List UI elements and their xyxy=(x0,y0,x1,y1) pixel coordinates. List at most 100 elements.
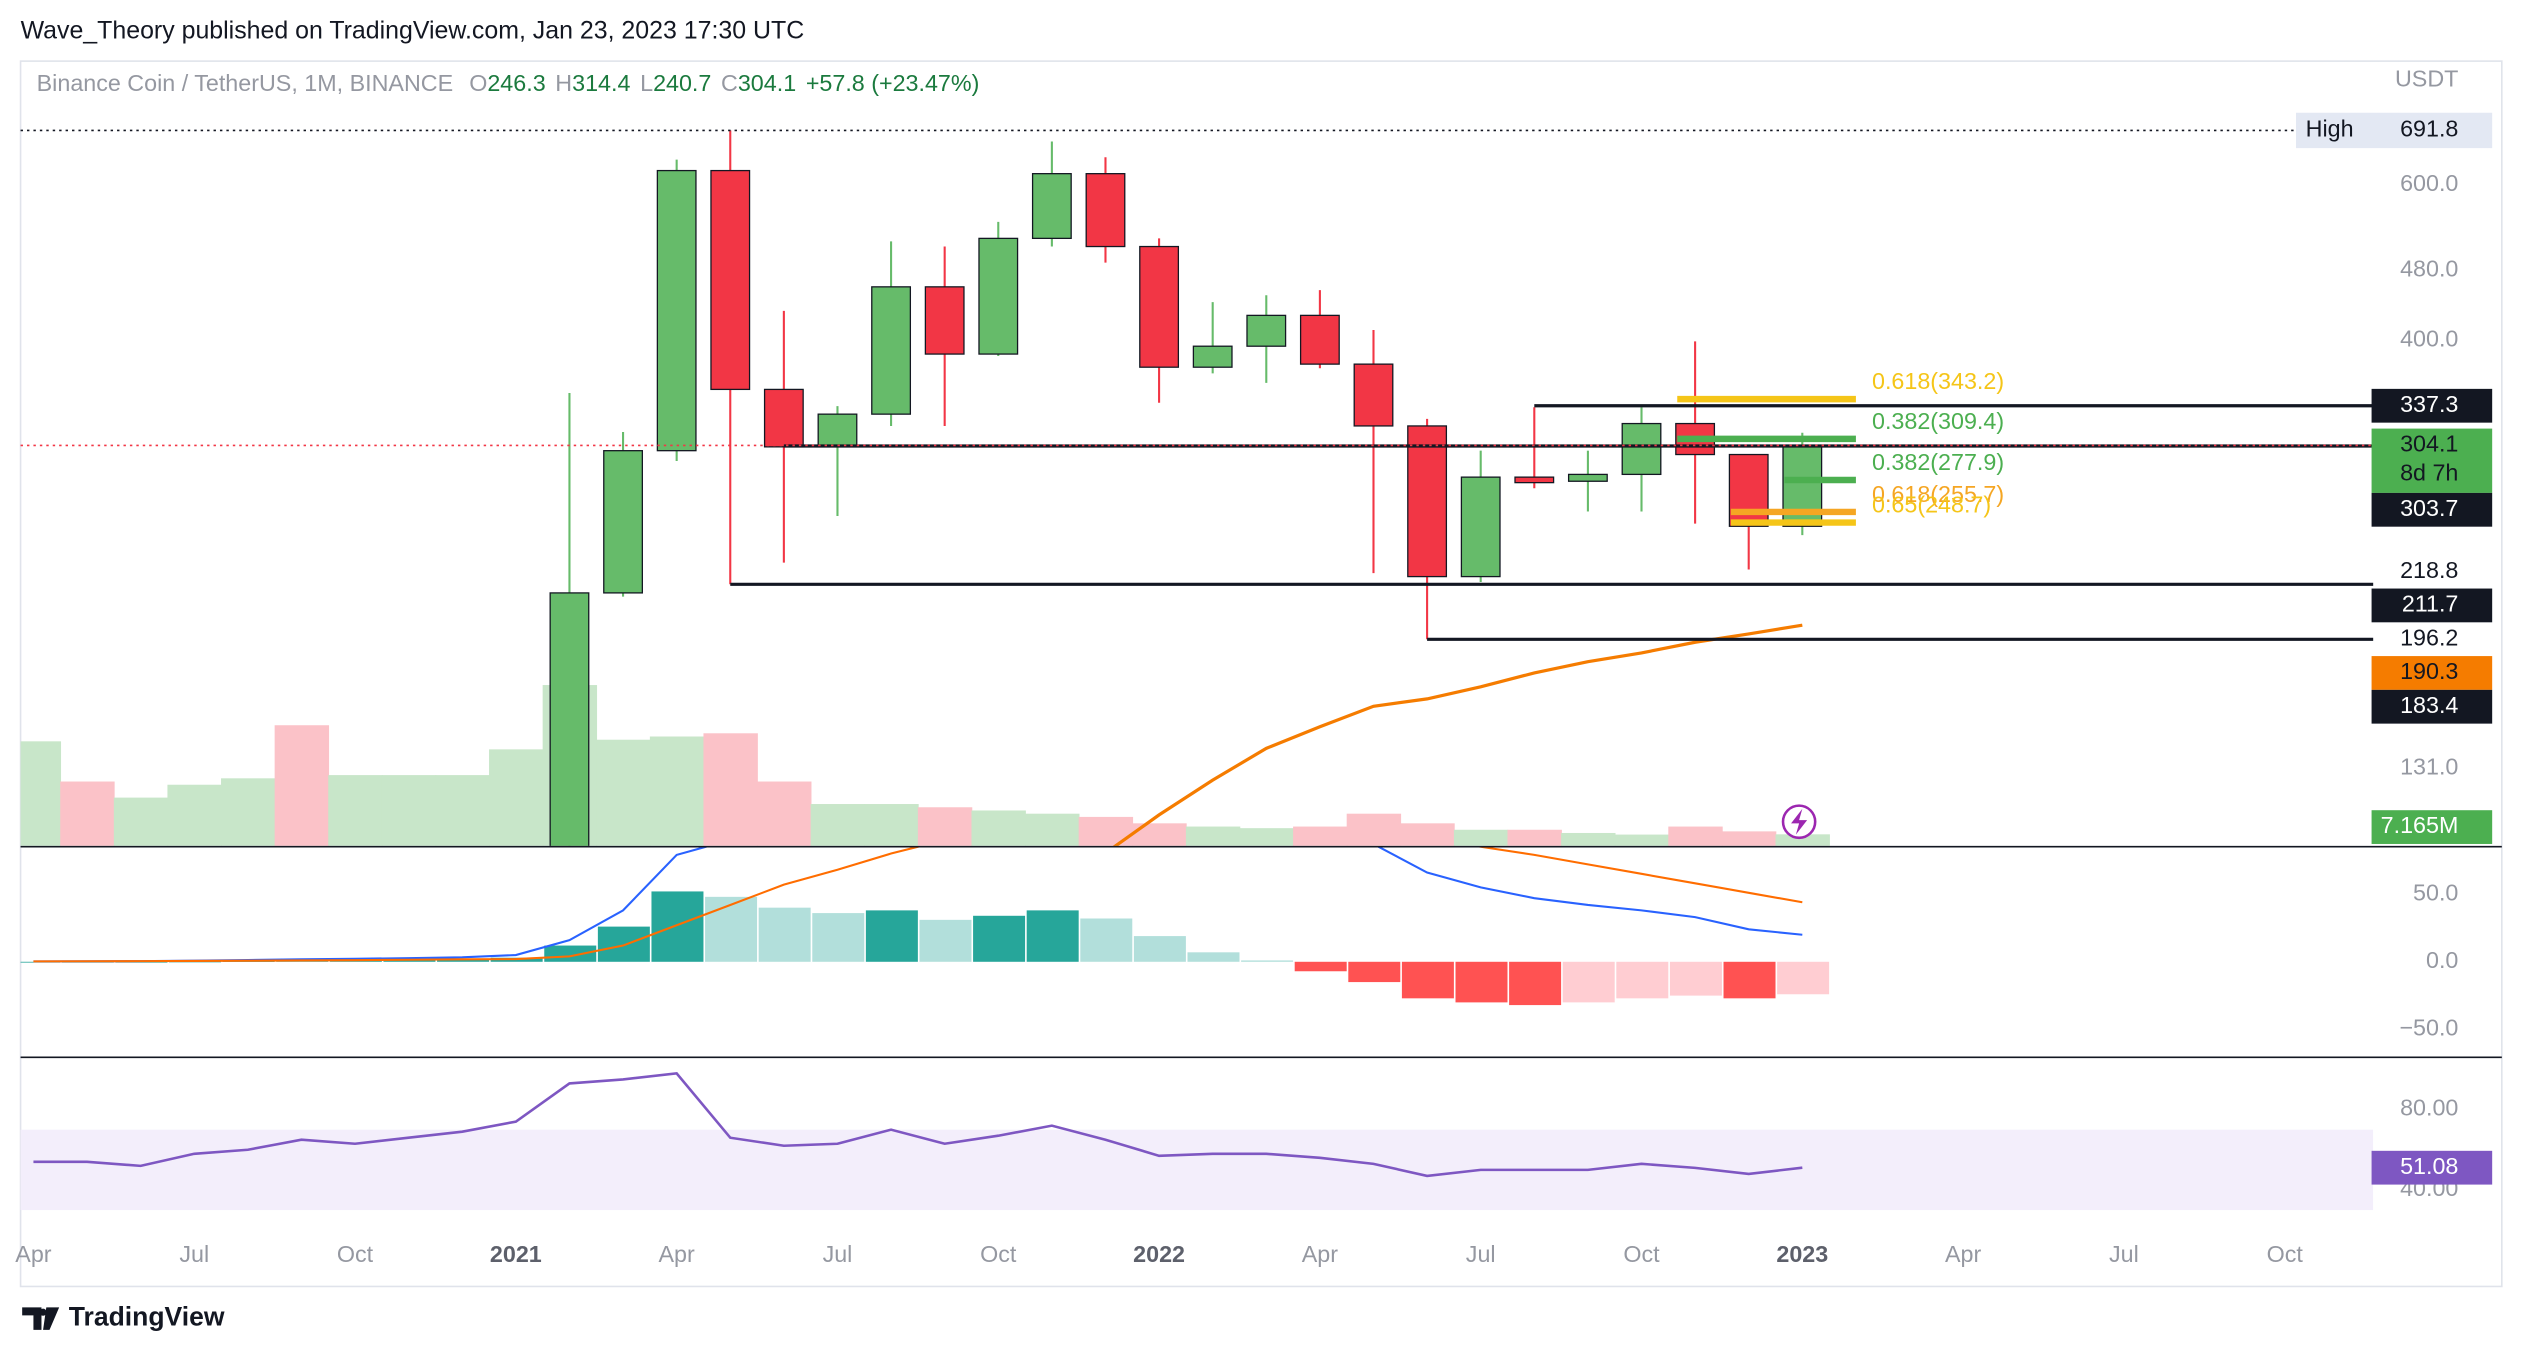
volume-bar xyxy=(1078,816,1134,846)
candle-body xyxy=(1728,453,1769,527)
x-tick-label: Apr xyxy=(659,1241,695,1267)
x-tick-label: Jul xyxy=(179,1241,209,1267)
legend-value: 304.1 xyxy=(738,70,796,96)
x-tick-label: 2023 xyxy=(1776,1241,1828,1267)
volume-bar xyxy=(381,775,437,846)
x-tick-label: Oct xyxy=(980,1241,1017,1267)
x-tick-label: Apr xyxy=(1302,1241,1338,1267)
candle-body xyxy=(1353,363,1394,427)
chart-frame xyxy=(19,60,2503,1288)
x-tick-label: Apr xyxy=(15,1241,51,1267)
macd-histogram-bar xyxy=(1777,961,1830,995)
candle-body xyxy=(1139,245,1180,368)
fib-label: 0.382(277.9) xyxy=(1872,449,2004,475)
high-label-box xyxy=(2295,112,2493,149)
volume-bar xyxy=(864,804,919,846)
candle-body xyxy=(871,286,912,415)
volume-bar xyxy=(810,804,866,846)
volume-bar xyxy=(60,781,115,846)
macd-tick-label: 50.0 xyxy=(2413,879,2458,905)
volume-bar xyxy=(917,807,973,846)
candle-body xyxy=(1621,422,1662,476)
rsi-band xyxy=(20,1129,2374,1211)
macd-histogram-bar xyxy=(437,959,490,962)
fib-label: 0.382(309.4) xyxy=(1872,408,2004,434)
volume-bar xyxy=(435,775,490,846)
candle-body xyxy=(603,450,643,594)
x-tick-label: Jul xyxy=(823,1241,853,1267)
volume-bar xyxy=(596,739,651,846)
price-label: 337.3 xyxy=(2400,391,2458,417)
volume-bar xyxy=(971,810,1026,846)
macd-histogram-bar xyxy=(1348,961,1401,983)
price-label: 218.8 xyxy=(2400,557,2458,583)
candle-body xyxy=(1567,473,1608,482)
candle-body xyxy=(817,413,858,448)
price-label: 196.2 xyxy=(2400,624,2458,650)
fib-label: 0.618(255.7) xyxy=(1872,481,2004,507)
volume-bar xyxy=(221,778,276,846)
volume-bar xyxy=(20,741,62,846)
volume-bar xyxy=(1400,823,1455,846)
signal-line xyxy=(33,847,1803,963)
macd-histogram-bar xyxy=(383,960,436,962)
price-label-box xyxy=(2371,428,2493,493)
y-tick-label: 480.0 xyxy=(2400,256,2458,282)
macd-line xyxy=(33,847,1803,963)
candle-body xyxy=(656,169,697,452)
volume-bar xyxy=(167,784,222,846)
legend-key: O xyxy=(469,70,487,96)
x-tick-label: Oct xyxy=(337,1241,374,1267)
legend-key: L xyxy=(640,70,653,96)
volume-bar xyxy=(1453,829,1509,846)
candle-body xyxy=(1407,425,1448,578)
volume-bar xyxy=(274,725,330,846)
x-tick-label: 2021 xyxy=(490,1241,542,1267)
volume-bar xyxy=(649,736,705,846)
macd-histogram-bar xyxy=(1723,961,1776,999)
volume-bar xyxy=(1132,823,1187,846)
candle-body xyxy=(710,169,751,391)
x-tick-label: Jul xyxy=(2109,1241,2139,1267)
legend: Binance Coin / TetherUS, 1M, BINANCE O246… xyxy=(37,70,980,96)
legend-value: 240.7 xyxy=(653,70,711,96)
legend-value: 314.4 xyxy=(572,70,630,96)
volume-bar xyxy=(1668,826,1723,846)
volume-bar xyxy=(1775,834,1830,846)
price-label-box xyxy=(2371,388,2493,423)
macd-histogram-bar xyxy=(1509,961,1562,1006)
volume-label: 7.165M xyxy=(2381,812,2459,838)
price-pane xyxy=(20,130,1830,846)
x-tick-label: Apr xyxy=(1945,1241,1981,1267)
fib-label: 0.65(248.7) xyxy=(1872,492,1991,518)
macd-histogram-bar xyxy=(812,913,865,962)
y-tick-label: 131.0 xyxy=(2400,753,2458,779)
volume-bar xyxy=(1025,813,1080,846)
rsi-line xyxy=(33,1072,1803,1178)
macd-histogram-bar xyxy=(1616,961,1669,999)
price-label: 190.3 xyxy=(2400,658,2458,684)
macd-histogram-bar xyxy=(544,945,597,962)
volume-bar xyxy=(703,733,758,846)
legend-key: C xyxy=(721,70,738,96)
macd-histogram-bar xyxy=(1080,918,1133,962)
moving-average xyxy=(1112,623,1803,846)
price-label-box xyxy=(2371,492,2493,527)
volume-bar xyxy=(113,797,169,846)
candle-body xyxy=(549,592,590,846)
macd-tick-label: 0.0 xyxy=(2426,947,2458,973)
brand-logo[interactable]: TradingView xyxy=(22,1302,225,1332)
macd-histogram-bar xyxy=(1294,961,1347,972)
legend-value: 246.3 xyxy=(487,70,545,96)
volume-bar xyxy=(328,775,383,846)
price-label: 211.7 xyxy=(2402,591,2459,617)
alert-icon[interactable] xyxy=(1781,804,1817,840)
legend-key: H xyxy=(555,70,572,96)
y-tick-label: 600.0 xyxy=(2400,170,2458,196)
candle-body xyxy=(1192,345,1233,368)
rsi-label: 51.08 xyxy=(2400,1153,2458,1179)
high-label: High xyxy=(2306,116,2354,142)
candle-body xyxy=(1460,476,1501,578)
publisher: Wave_Theory published on TradingView.com… xyxy=(21,17,805,45)
